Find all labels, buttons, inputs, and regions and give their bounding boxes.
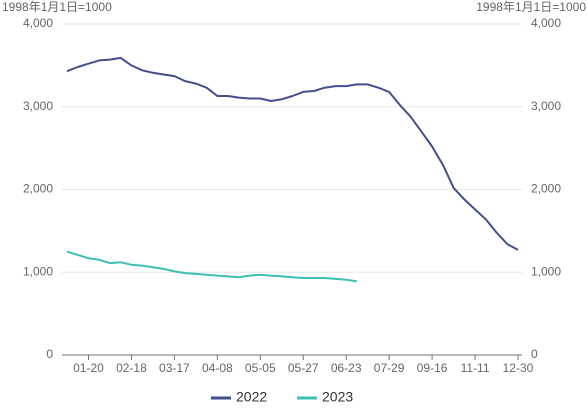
legend-label: 2023 (322, 389, 353, 405)
y-tick-label: 3,000 (23, 99, 53, 113)
series-line (66, 56, 519, 251)
x-tick-label: 02-18 (116, 361, 147, 375)
x-tick-label: 06-23 (331, 361, 362, 375)
x-tick-label: 01-20 (73, 361, 104, 375)
x-tick-label: 11-11 (461, 361, 490, 375)
y2-tick-label: 4,000 (531, 16, 561, 30)
y2-tick-label: 1,000 (531, 264, 561, 278)
y-tick-label: 4,000 (23, 16, 53, 30)
y2-tick-label: 0 (531, 347, 538, 361)
legend-label: 2022 (236, 389, 267, 405)
x-tick-label: 12-30 (503, 361, 534, 375)
x-tick-label: 09-16 (417, 361, 448, 375)
x-tick-label: 05-05 (245, 361, 276, 375)
series-line (66, 250, 358, 283)
y2-tick-label: 2,000 (531, 182, 561, 196)
legend: 2022 2023 (211, 389, 353, 405)
y2-axis-label: 1998年1月1日=1000 (476, 0, 586, 14)
y-tick-label: 1,000 (23, 264, 53, 278)
x-tick-label: 05-27 (288, 361, 319, 375)
y-axis-label: 1998年1月1日=1000 (2, 0, 112, 14)
y-tick-label: 2,000 (23, 182, 53, 196)
x-tick-label: 07-29 (374, 361, 405, 375)
y-tick-label: 0 (46, 347, 53, 361)
y2-tick-label: 3,000 (531, 99, 561, 113)
x-tick-label: 04-08 (202, 361, 233, 375)
x-tick-label: 03-17 (159, 361, 190, 375)
